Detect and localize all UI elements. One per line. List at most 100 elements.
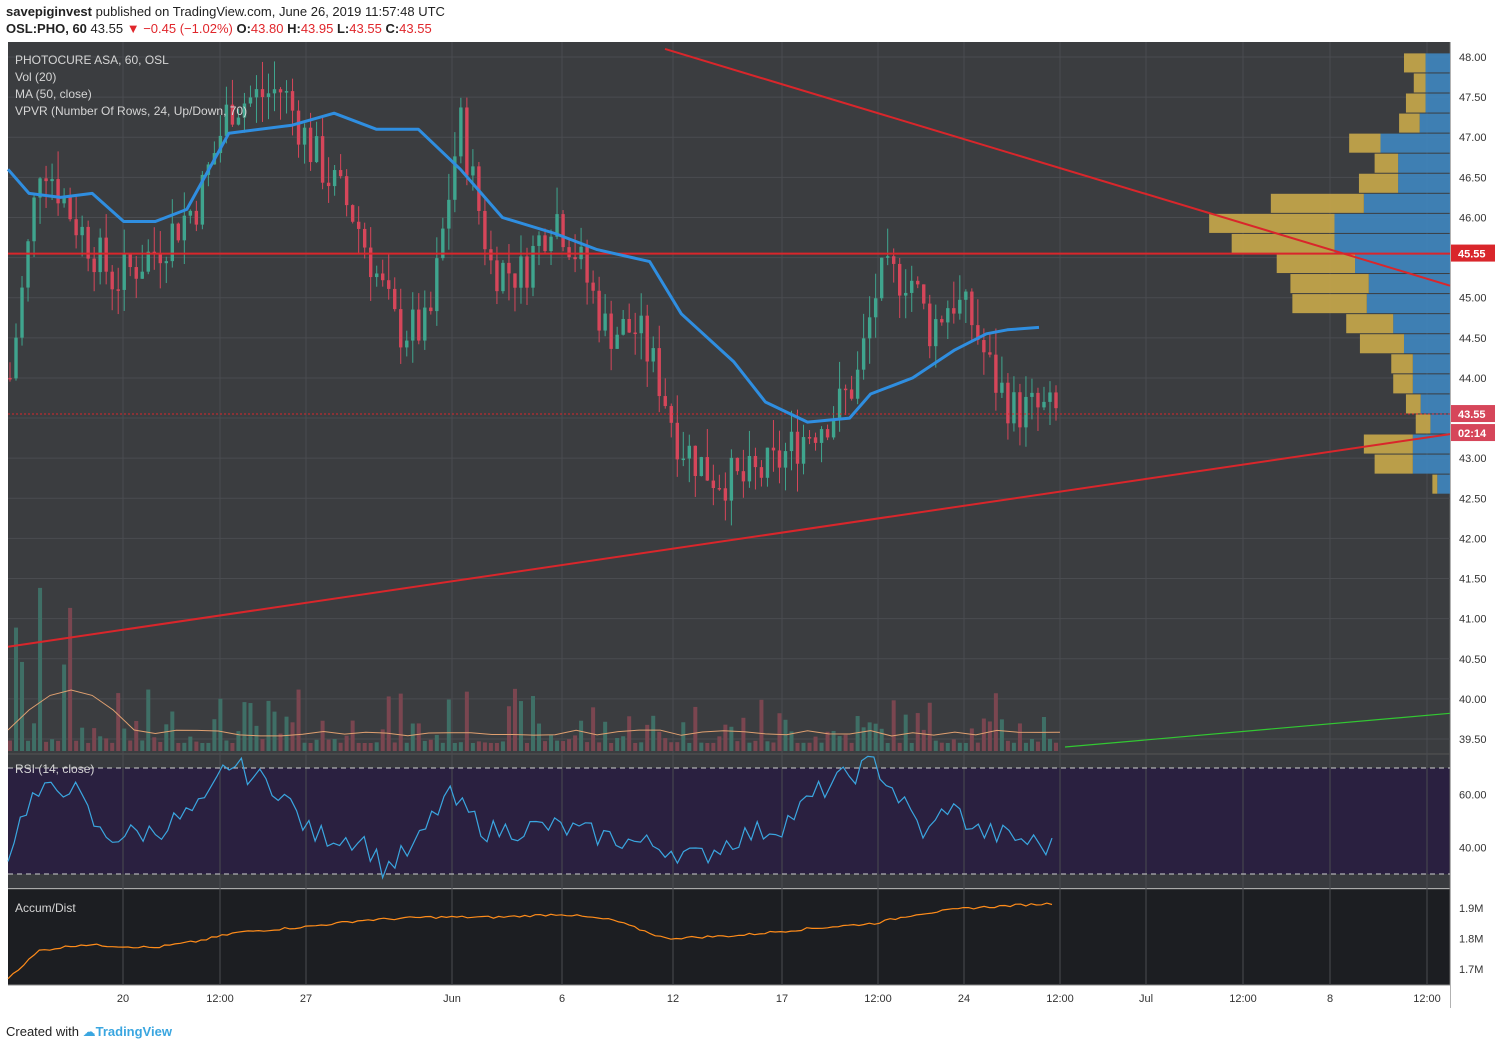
vpvr-up-bar (1398, 153, 1450, 173)
candle-body (188, 210, 193, 216)
time-axis-bg (8, 985, 1450, 1008)
candle-body (68, 197, 72, 220)
footer-brand[interactable]: TradingView (95, 1024, 172, 1039)
candle-body (375, 273, 379, 278)
vpvr-down-bar (1399, 113, 1420, 133)
low-value: 43.55 (349, 21, 382, 36)
volume-bar (951, 739, 956, 751)
vpvr-up-bar (1425, 73, 1450, 93)
candle-body (1012, 392, 1016, 424)
candle-body (699, 457, 704, 476)
vpvr-up-bar (1425, 93, 1450, 113)
volume-bar (308, 742, 313, 751)
volume-bar (230, 742, 235, 751)
volume-bar (152, 737, 157, 751)
volume-bar (705, 742, 710, 751)
volume-bar (194, 741, 199, 751)
candle-body (62, 197, 66, 204)
volume-bar (699, 742, 704, 751)
volume-bar (603, 721, 608, 751)
candle-body (849, 389, 854, 399)
volume-bar (681, 722, 686, 751)
vpvr-up-bar (1380, 133, 1450, 153)
candle-body (555, 214, 559, 237)
candle-body (1048, 392, 1052, 402)
volume-bar (242, 702, 247, 751)
volume-bar (939, 742, 944, 751)
volume-bar (633, 742, 638, 751)
vpvr-up-bar (1425, 53, 1450, 73)
volume-bar (56, 740, 61, 751)
candle-body (8, 377, 12, 380)
candle-body (110, 271, 114, 290)
candle-body (879, 257, 884, 299)
volume-bar (62, 664, 67, 751)
vpvr-up-bar (1419, 113, 1450, 133)
candle-body (645, 315, 649, 362)
ascending-trendline (7, 433, 1451, 648)
candle-body (988, 352, 992, 355)
time-tick-label: Jul (1139, 993, 1153, 1005)
candle-body (417, 309, 421, 341)
candle-body (501, 262, 505, 292)
price-tick-label: 48.00 (1459, 52, 1487, 64)
volume-bar (561, 741, 566, 751)
vpvr-up-bar (1398, 173, 1450, 193)
candle-body (717, 488, 722, 490)
volume-bar (741, 717, 746, 751)
price-tick-label: 47.00 (1459, 132, 1487, 144)
candle-body (453, 156, 457, 200)
volume-bar (356, 742, 361, 751)
volume-bar (723, 724, 728, 751)
vpvr-up-bar (1412, 454, 1450, 474)
countdown-tag: 02:14 (1458, 428, 1487, 440)
vpvr-down-bar (1393, 374, 1413, 394)
candle-body (549, 236, 553, 252)
legend-name: PHOTOCURE ASA, 60, OSL (15, 53, 169, 67)
candle-body (116, 289, 120, 291)
volume-bar (392, 742, 397, 751)
candle-body (567, 247, 571, 258)
volume-bar (849, 742, 854, 751)
volume-bar (639, 742, 644, 751)
time-tick-label: 12:00 (1413, 993, 1441, 1005)
price-chart[interactable]: 48.0047.5047.0046.5046.0045.5045.0044.50… (0, 40, 1502, 1018)
candle-body (525, 256, 529, 288)
candle-body (1018, 392, 1022, 428)
candle-body (176, 223, 181, 241)
vpvr-up-bar (1355, 253, 1450, 274)
price-tick-label: 43.00 (1459, 453, 1487, 465)
time-tick-label: 6 (559, 993, 565, 1005)
candle-body (1042, 401, 1046, 408)
candle-body (795, 431, 800, 464)
candle-body (1024, 396, 1028, 428)
volume-bar (110, 742, 115, 751)
publisher-name[interactable]: savepiginvest (6, 4, 92, 19)
candle-body (224, 104, 229, 136)
candle-body (278, 89, 283, 93)
candle-body (50, 179, 54, 182)
candle-body (867, 317, 872, 339)
volume-bar (476, 741, 481, 751)
candle-body (230, 104, 235, 125)
vpvr-up-bar (1412, 354, 1450, 374)
candle-body (873, 298, 878, 318)
candle-body (20, 287, 24, 338)
time-tick-label: 20 (117, 993, 129, 1005)
volume-bar (50, 739, 55, 751)
candle-body (411, 309, 415, 341)
volume-bar (398, 693, 403, 751)
candle-body (922, 284, 926, 304)
volume-bar (687, 742, 692, 751)
volume-bar (128, 740, 133, 751)
price-tick-label: 40.00 (1459, 694, 1487, 706)
volume-bar (86, 742, 91, 751)
candle-body (681, 458, 685, 461)
vpvr-up-bar (1412, 434, 1450, 454)
candle-body (982, 340, 986, 353)
vpvr-down-bar (1405, 394, 1421, 414)
volume-bar (164, 724, 169, 751)
candle-body (170, 223, 175, 262)
time-tick-label: 12:00 (1229, 993, 1257, 1005)
candle-body (801, 437, 806, 464)
